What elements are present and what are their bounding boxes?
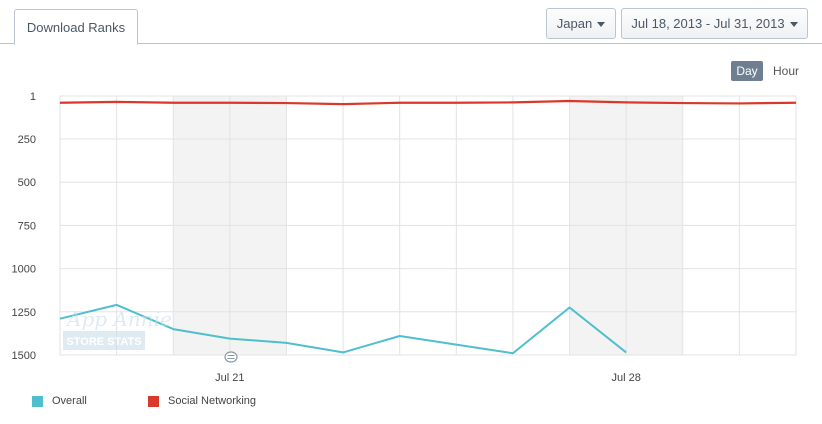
- x-axis-labels: Jul 21 Jul 28: [215, 372, 641, 384]
- y-tick-label: 1: [30, 91, 36, 103]
- series-line-overall[interactable]: [59, 303, 627, 355]
- country-dropdown-label: Japan: [556, 16, 593, 31]
- chevron-down-icon: [789, 21, 798, 27]
- series-line-social[interactable]: [59, 99, 797, 106]
- y-tick-label: 1500: [12, 350, 36, 362]
- y-tick-label: 500: [18, 177, 36, 189]
- y-tick-label: 750: [18, 220, 36, 232]
- legend-swatch-overall: [32, 395, 43, 407]
- watermark-line2: STORE STATS: [66, 336, 141, 348]
- day-toggle-button[interactable]: Day: [731, 61, 763, 81]
- country-dropdown[interactable]: Japan: [546, 8, 616, 39]
- legend-swatch-social: [148, 395, 159, 407]
- chart-series: [59, 99, 797, 355]
- x-tick-label: Jul 28: [611, 372, 640, 384]
- date-range-dropdown[interactable]: Jul 18, 2013 - Jul 31, 2013: [621, 8, 808, 39]
- legend-label-social: Social Networking: [168, 395, 257, 407]
- y-tick-label: 250: [18, 134, 36, 146]
- chart-grid: [59, 95, 797, 356]
- x-tick-label: Jul 21: [215, 372, 244, 384]
- legend-label-overall: Overall: [52, 395, 87, 407]
- annotation-marker[interactable]: [224, 351, 238, 363]
- tab-strip: Download Ranks: [0, 0, 822, 45]
- y-tick-label: 1250: [12, 307, 36, 319]
- watermark-badge: [63, 331, 145, 350]
- date-range-label: Jul 18, 2013 - Jul 31, 2013: [631, 16, 785, 31]
- hour-toggle-button[interactable]: Hour: [772, 64, 799, 78]
- tab-download-ranks[interactable]: Download Ranks: [14, 9, 138, 45]
- y-tick-label: 1000: [12, 264, 36, 276]
- chevron-down-icon: [597, 21, 606, 27]
- app-annie-watermark: App Annie STORE STATS: [63, 307, 172, 350]
- legend-item-overall[interactable]: Overall: [32, 395, 87, 407]
- legend-item-social-networking[interactable]: Social Networking: [148, 395, 256, 407]
- watermark-line1: App Annie: [65, 307, 172, 331]
